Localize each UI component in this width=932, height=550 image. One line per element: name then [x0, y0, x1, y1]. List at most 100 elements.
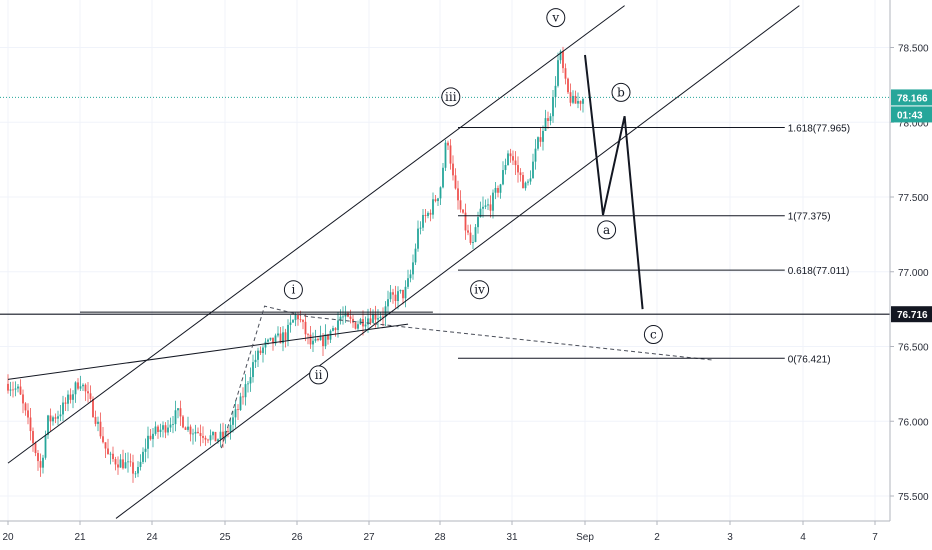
candle-body	[374, 313, 377, 320]
wave-label: v	[551, 11, 559, 25]
candle-body	[364, 324, 367, 327]
time-axis-panel[interactable]	[0, 521, 932, 550]
abc-projection-path[interactable]	[584, 54, 644, 310]
candle-body	[352, 318, 354, 323]
candle-body	[484, 205, 487, 207]
fib-level-label: 0(76.421)	[788, 354, 831, 365]
candle-body	[562, 51, 564, 69]
candle-body	[582, 99, 584, 104]
candle-body	[99, 421, 102, 437]
candle-body	[247, 383, 249, 385]
candle-body	[482, 206, 484, 209]
candle-body	[542, 130, 544, 142]
candle-body	[9, 389, 12, 391]
candle-body	[177, 408, 179, 411]
candle-body	[532, 161, 534, 179]
price-tick-label: 78.000	[898, 118, 929, 129]
candle-body	[77, 382, 79, 389]
candle-body	[304, 321, 307, 335]
candle-body	[469, 232, 472, 243]
candle-body	[204, 437, 207, 440]
candle-body	[549, 116, 552, 121]
candle-body	[444, 142, 447, 168]
fibonacci-labels: 1.618(77.965) 1(77.375) 0.618(77.011) 0(76.…	[788, 123, 850, 365]
candle-body	[269, 337, 272, 340]
candle-body	[29, 417, 32, 432]
candle-body	[119, 459, 122, 468]
candle-body	[49, 415, 52, 422]
candle-body	[467, 230, 469, 233]
time-tick-label: 20	[2, 532, 14, 543]
candle-body	[192, 433, 194, 435]
price-axis[interactable]: 75.500 76.000 76.500 77.000 77.500 78.000 78.5…	[890, 44, 929, 504]
candle-body	[244, 384, 247, 398]
time-tick-label: 25	[219, 532, 231, 543]
time-axis[interactable]: 20 21 24 25 26 27 28 31 Sep 2 3 4 7	[2, 521, 878, 543]
candle-body	[114, 459, 117, 465]
candle-body	[197, 431, 199, 434]
price-axis-panel[interactable]	[890, 0, 932, 521]
trend-line[interactable]	[7, 5, 625, 464]
time-tick-label: 21	[74, 532, 86, 543]
wave-label-circle	[643, 325, 663, 345]
candle-body	[452, 163, 454, 176]
candle-body	[264, 341, 267, 348]
candle-body	[84, 384, 87, 392]
trend-line[interactable]	[115, 5, 800, 519]
time-tick-label: 27	[363, 532, 375, 543]
candle-body	[479, 208, 482, 218]
candle-body	[142, 451, 144, 462]
wave-label: b	[617, 85, 625, 99]
price-tick-label: 76.500	[898, 343, 929, 354]
wave-label-circle	[283, 280, 303, 300]
candle-body	[159, 429, 162, 432]
candle-body	[379, 316, 382, 319]
wave-label-circle	[597, 220, 617, 240]
time-tick-label: 31	[506, 532, 518, 543]
candle-body	[354, 322, 357, 329]
candle-body	[317, 338, 319, 341]
candle-body	[299, 319, 302, 321]
candle-body	[454, 175, 457, 189]
candle-body	[297, 314, 299, 320]
candle-body	[552, 97, 554, 117]
candle-body	[314, 338, 317, 341]
candle-body	[339, 316, 342, 321]
candle-body	[82, 384, 84, 387]
trend-line[interactable]	[7, 323, 409, 380]
time-tick-label: 4	[800, 532, 806, 543]
candle-body	[239, 396, 242, 411]
candle-body	[59, 414, 62, 417]
candle-body	[24, 403, 27, 411]
candle-body	[357, 324, 359, 329]
candle-body	[67, 394, 69, 404]
dashed-projection-line[interactable]	[220, 305, 712, 449]
candle-body	[347, 313, 349, 317]
candle-body	[334, 328, 337, 331]
candle-body	[14, 388, 17, 390]
wave-label: iv	[474, 283, 485, 297]
candle-body	[377, 318, 379, 320]
candle-body	[514, 160, 517, 166]
candle-body	[229, 424, 232, 433]
horizontal-level-tag-bg	[891, 306, 932, 323]
candle-body	[104, 442, 107, 449]
candle-body	[332, 328, 334, 331]
candle-body	[279, 333, 282, 344]
candle-body	[122, 459, 124, 469]
candle-body	[327, 334, 329, 340]
candle-body	[234, 409, 237, 418]
candle-body	[382, 316, 384, 318]
candle-body	[547, 118, 549, 121]
candle-body	[174, 410, 177, 425]
candle-body	[139, 461, 142, 467]
candle-body	[319, 335, 322, 341]
candle-body	[89, 393, 92, 399]
candle-body	[419, 227, 422, 229]
candle-body	[187, 426, 189, 430]
candle-body	[27, 410, 29, 418]
price-tick-label: 77.500	[898, 193, 929, 204]
candle-body	[367, 318, 369, 325]
candle-body	[402, 289, 404, 299]
